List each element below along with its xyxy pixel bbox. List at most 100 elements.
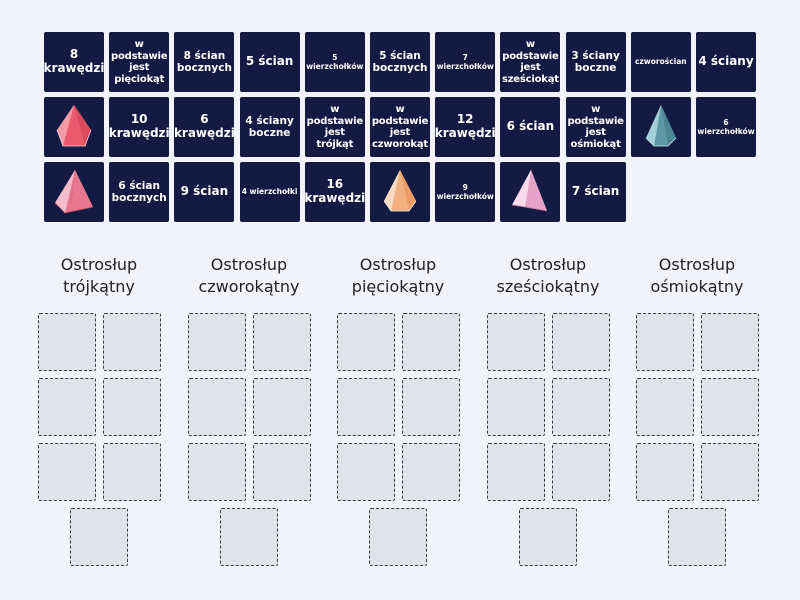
teal-pyramid-icon <box>638 102 684 152</box>
answer-tile-label: w podstawie jest trójkąt <box>306 104 364 150</box>
answer-tile-label: 4 ściany <box>698 54 754 69</box>
column-title: Ostrosłup ośmiokątny <box>650 255 744 296</box>
drop-slot[interactable] <box>253 378 311 436</box>
answer-tile[interactable]: 7 wierzchołków <box>435 32 496 92</box>
drop-slot[interactable] <box>487 313 545 371</box>
answer-tile-label: 10 krawędzi <box>109 112 170 140</box>
lilac-triangular-pyramid-icon <box>507 167 553 217</box>
drop-slot[interactable] <box>337 313 395 371</box>
drop-slot[interactable] <box>188 378 246 436</box>
answer-tile[interactable]: w podstawie jest pięciokąt <box>109 32 170 92</box>
drop-slot[interactable] <box>636 443 694 501</box>
drop-slot[interactable] <box>552 378 610 436</box>
red-pentagonal-pyramid-icon <box>51 102 97 152</box>
answer-tile-label: w podstawie jest czworokąt <box>371 104 429 150</box>
drop-slot[interactable] <box>487 378 545 436</box>
pyramid-image-tile[interactable] <box>500 162 561 222</box>
answer-tile-label: 6 krawędzi <box>174 112 235 140</box>
answer-tile-label: 6 ścian bocznych <box>111 179 167 204</box>
drop-slot[interactable] <box>369 508 427 566</box>
pink-square-pyramid-icon <box>51 167 97 217</box>
drop-slot[interactable] <box>636 313 694 371</box>
drop-slot[interactable] <box>188 313 246 371</box>
answer-tile-label: 4 wierzchołki <box>241 187 298 197</box>
drop-slot[interactable] <box>38 378 96 436</box>
answer-tile-label: 8 ścian bocznych <box>176 49 232 74</box>
answer-tile[interactable]: 3 ściany boczne <box>565 32 626 92</box>
answer-tile[interactable]: 6 wierzchołków <box>696 97 756 157</box>
answer-tile[interactable]: 9 wierzchołków <box>435 162 496 222</box>
answer-tile[interactable]: 4 ściany <box>696 32 756 92</box>
column-title: Ostrosłup czworokątny <box>198 255 300 296</box>
drop-slot[interactable] <box>402 378 460 436</box>
answer-tile[interactable]: 4 wierzchołki <box>239 162 300 222</box>
pyramid-image-tile[interactable] <box>44 97 104 157</box>
answer-tile[interactable]: 5 ścian <box>239 32 300 92</box>
drop-slot[interactable] <box>253 313 311 371</box>
answer-tile-label: 5 wierzchołków <box>306 52 364 71</box>
column-title: Ostrosłup pięciokątny <box>351 255 445 296</box>
answer-tile[interactable]: 8 krawędzi <box>44 32 104 92</box>
drop-slot[interactable] <box>668 508 726 566</box>
drop-slot[interactable] <box>38 443 96 501</box>
answer-tile[interactable]: w podstawie jest trójkąt <box>304 97 365 157</box>
drop-slot[interactable] <box>103 443 161 501</box>
answer-tile-label: 6 ścian <box>506 119 555 134</box>
answer-tile-label: czworościan <box>634 57 687 67</box>
drop-slot[interactable] <box>103 378 161 436</box>
drop-slot[interactable] <box>402 443 460 501</box>
answer-tile-label: w podstawie jest sześciokąt <box>501 39 559 85</box>
answer-tile-label: 9 ścian <box>180 184 229 199</box>
answer-tiles-area: 8 krawędzi w podstawie jest pięciokąt 8 śc… <box>0 0 800 230</box>
answer-tile[interactable]: w podstawie jest sześciokąt <box>500 32 561 92</box>
answer-tile[interactable]: 8 ścian bocznych <box>174 32 235 92</box>
drop-slot[interactable] <box>701 378 759 436</box>
answer-tile-label: 7 wierzchołków <box>436 52 494 71</box>
answer-tile[interactable]: 6 ścian <box>500 97 561 157</box>
drop-slot[interactable] <box>701 313 759 371</box>
pyramid-image-tile[interactable] <box>630 97 691 157</box>
answer-tile-label: 12 krawędzi <box>435 112 496 140</box>
drop-slot[interactable] <box>519 508 577 566</box>
drop-slot[interactable] <box>552 313 610 371</box>
answer-tile[interactable]: 16 krawędzi <box>304 162 365 222</box>
answer-tile-label: 3 ściany boczne <box>571 49 620 74</box>
column-title: Ostrosłup sześciokątny <box>496 255 600 296</box>
drop-slot[interactable] <box>337 378 395 436</box>
drop-slot[interactable] <box>337 443 395 501</box>
answer-tile-label: w podstawie jest ośmiokąt <box>567 104 624 150</box>
drop-slot[interactable] <box>636 378 694 436</box>
answer-tile[interactable]: 5 ścian bocznych <box>370 32 430 92</box>
answer-tile[interactable]: 7 ścian <box>565 162 626 222</box>
pyramid-image-tile[interactable] <box>370 162 430 222</box>
answer-tile[interactable]: 4 ściany boczne <box>239 97 300 157</box>
drop-slot[interactable] <box>38 313 96 371</box>
answer-tile-label: w podstawie jest pięciokąt <box>111 39 168 85</box>
answer-tile[interactable]: 9 ścian <box>174 162 235 222</box>
answer-tile[interactable]: 10 krawędzi <box>109 97 170 157</box>
drop-slot[interactable] <box>487 443 545 501</box>
pyramid-image-tile[interactable] <box>44 162 104 222</box>
drop-slot[interactable] <box>701 443 759 501</box>
column-title: Ostrosłup trójkątny <box>60 255 138 296</box>
answer-tile[interactable]: 12 krawędzi <box>435 97 496 157</box>
answer-tile[interactable]: w podstawie jest ośmiokąt <box>565 97 626 157</box>
drop-slot[interactable] <box>103 313 161 371</box>
answer-tile-label: 5 ścian bocznych <box>372 49 428 74</box>
drop-slot[interactable] <box>253 443 311 501</box>
answer-tile-label: 9 wierzchołków <box>436 182 494 201</box>
answer-tile[interactable]: 5 wierzchołków <box>304 32 365 92</box>
drop-slot[interactable] <box>70 508 128 566</box>
answer-tile[interactable]: czworościan <box>630 32 691 92</box>
answer-tile[interactable]: w podstawie jest czworokąt <box>370 97 430 157</box>
drop-slot[interactable] <box>220 508 278 566</box>
orange-hexagonal-pyramid-icon <box>377 167 423 217</box>
answer-tile[interactable]: 6 krawędzi <box>174 97 235 157</box>
answer-tile-label: 8 krawędzi <box>44 47 104 75</box>
drop-slot[interactable] <box>188 443 246 501</box>
drop-slot[interactable] <box>402 313 460 371</box>
answer-tile-label: 16 krawędzi <box>304 177 365 205</box>
answer-tile-label: 5 ścian <box>245 54 294 69</box>
drop-slot[interactable] <box>552 443 610 501</box>
answer-tile[interactable]: 6 ścian bocznych <box>109 162 170 222</box>
